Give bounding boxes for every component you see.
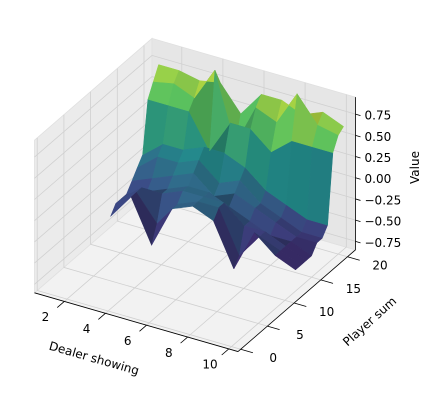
y-tick bbox=[240, 348, 253, 354]
grid-line bbox=[116, 68, 321, 281]
x-tick bbox=[139, 324, 147, 332]
x-tick bbox=[180, 336, 188, 344]
x-tick-label: 4 bbox=[83, 322, 91, 336]
grid-line bbox=[36, 137, 241, 350]
axis-line bbox=[34, 292, 239, 352]
y-tick bbox=[320, 279, 334, 284]
x-tick-label: 6 bbox=[124, 334, 132, 348]
surface-patch bbox=[192, 201, 219, 222]
y-tick bbox=[293, 302, 307, 307]
y-tick bbox=[347, 256, 360, 261]
z-tick bbox=[355, 198, 361, 201]
y-axis-label: Player sum bbox=[340, 294, 399, 349]
y-tick-label: 5 bbox=[296, 328, 304, 342]
grid-line bbox=[90, 91, 295, 304]
z-tick-label: 0.00 bbox=[365, 172, 392, 186]
axis-line bbox=[237, 249, 356, 352]
grid-line bbox=[34, 54, 356, 158]
z-tick bbox=[355, 240, 361, 244]
x-tick-label: 8 bbox=[165, 346, 173, 360]
y-tick-label: 0 bbox=[269, 351, 277, 365]
z-tick bbox=[355, 219, 361, 223]
z-tick-label: −0.50 bbox=[365, 215, 402, 229]
z-tick bbox=[355, 156, 361, 159]
z-tick-label: −0.25 bbox=[365, 193, 402, 207]
x-tick bbox=[56, 301, 65, 308]
z-tick bbox=[355, 177, 361, 180]
surface-patch bbox=[311, 124, 339, 154]
z-tick bbox=[355, 113, 361, 117]
y-tick bbox=[267, 325, 280, 331]
grid-line bbox=[228, 94, 347, 350]
z-tick bbox=[355, 134, 361, 138]
x-tick-label: 10 bbox=[202, 358, 217, 372]
y-tick-label: 10 bbox=[319, 305, 334, 319]
x-tick bbox=[98, 312, 106, 320]
z-axis-label: Value bbox=[408, 151, 422, 184]
grid-line bbox=[63, 114, 268, 327]
z-tick-label: 0.75 bbox=[365, 109, 392, 123]
z-tick-label: 0.50 bbox=[365, 130, 392, 144]
x-tick bbox=[221, 348, 230, 356]
z-tick-label: −0.75 bbox=[365, 236, 402, 250]
y-tick-label: 15 bbox=[346, 282, 361, 296]
z-tick-label: 0.25 bbox=[365, 151, 392, 165]
y-tick-label: 20 bbox=[372, 259, 387, 273]
x-tick-label: 2 bbox=[42, 310, 50, 324]
surface-patch bbox=[274, 250, 302, 271]
